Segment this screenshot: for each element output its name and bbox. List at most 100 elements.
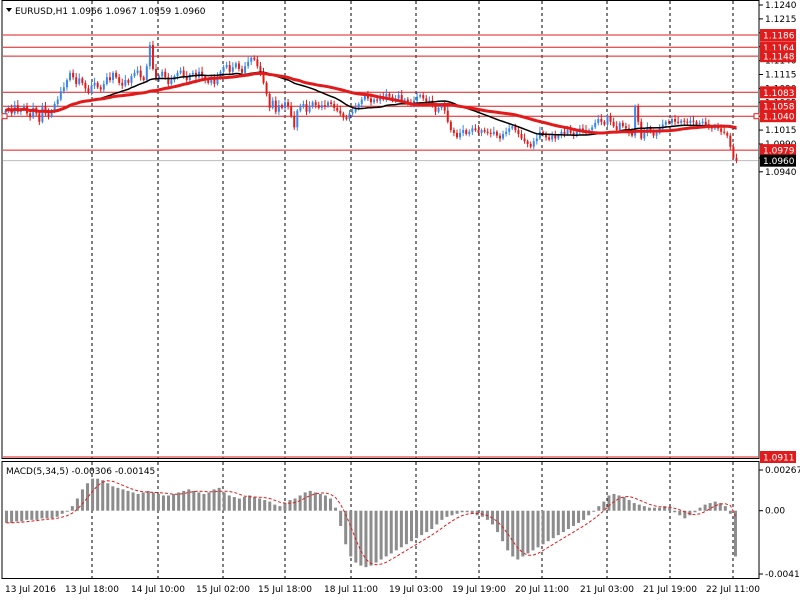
candle-body — [612, 121, 615, 127]
level-badge-label: 1.0979 — [763, 147, 795, 157]
candle-body — [342, 113, 345, 118]
dropdown-triangle-icon[interactable] — [6, 8, 12, 12]
macd-bar — [374, 510, 378, 563]
candle-body — [434, 105, 437, 112]
candle-body — [151, 45, 154, 69]
candle-body — [624, 126, 627, 129]
candle-body — [403, 99, 406, 101]
candle-body — [115, 72, 118, 78]
macd-bar — [536, 510, 540, 548]
candle-body — [237, 63, 240, 69]
macd-bar — [627, 500, 631, 511]
macd-bar — [75, 498, 79, 511]
candle-body — [191, 72, 194, 75]
macd-bar — [141, 492, 145, 511]
macd-bar — [313, 492, 317, 511]
level-badge-label: 1.1058 — [763, 103, 795, 113]
macd-bar — [622, 496, 626, 511]
macd-bar — [126, 490, 130, 511]
level-badge — [760, 50, 796, 63]
candle-body — [121, 82, 124, 86]
candle-body — [311, 102, 314, 107]
macd-bar — [278, 506, 282, 511]
macd-bar — [394, 510, 398, 551]
candle-body — [495, 131, 498, 136]
candle-body — [201, 71, 204, 77]
candle-body — [69, 72, 72, 81]
candle-body — [323, 105, 326, 107]
candle-body — [357, 103, 360, 108]
level-badge-label: 1.1040 — [763, 113, 795, 123]
candle-body — [692, 120, 695, 122]
time-tick-label: 13 Jul 18:00 — [65, 585, 119, 595]
candle-body — [670, 118, 673, 123]
macd-bar — [212, 489, 216, 511]
candle-body — [483, 130, 486, 132]
macd-bar — [678, 510, 682, 516]
macd-label: MACD(5,34,5) -0.00306 -0.00145 — [6, 467, 155, 477]
candle-body — [4, 110, 7, 113]
candle-body — [459, 132, 462, 138]
macd-bar — [45, 510, 49, 519]
candle-body — [158, 76, 161, 79]
candle-body — [339, 110, 342, 114]
macd-bar — [329, 498, 333, 511]
candle-body — [228, 65, 231, 72]
macd-bar — [202, 493, 206, 511]
macd-tick-label: 0.00 — [765, 507, 785, 517]
macd-bar — [40, 510, 44, 519]
candle-body — [59, 91, 62, 100]
symbol-dropdown[interactable]: EURUSD,H1 1.0966 1.0967 1.0959 1.0960 — [6, 7, 206, 17]
macd-bar — [470, 510, 474, 514]
candle-body — [446, 110, 449, 122]
candle-body — [354, 107, 357, 112]
candle-body — [449, 121, 452, 131]
candle-body — [695, 121, 698, 125]
macd-bar — [60, 510, 64, 514]
candle-body — [284, 102, 287, 108]
candle-body — [241, 68, 244, 73]
macd-bar — [121, 489, 125, 511]
macd-bar — [15, 510, 19, 522]
candle-body — [548, 137, 551, 140]
macd-bar — [80, 489, 84, 511]
macd-bar — [96, 478, 100, 511]
candle-body — [348, 113, 351, 119]
candle-body — [729, 135, 732, 147]
candle-body — [268, 93, 271, 108]
macd-bar — [177, 492, 181, 511]
macd-bar — [617, 495, 621, 511]
time-tick-label: 21 Jul 19:00 — [643, 585, 697, 595]
candle-body — [130, 76, 133, 83]
level-badge — [760, 144, 796, 157]
candle-body — [148, 45, 151, 67]
candle-body — [674, 118, 677, 122]
candle-body — [333, 103, 336, 108]
level-badge-label: 1.1164 — [763, 44, 795, 54]
level-badge — [760, 100, 796, 113]
macd-bar — [91, 478, 95, 511]
candle-body — [502, 133, 505, 139]
macd-bar — [551, 510, 555, 539]
support-resistance-lines — [1, 34, 760, 458]
price-tick-label: 1.1240 — [765, 1, 797, 11]
candle-body — [305, 103, 308, 112]
candle-body — [649, 127, 652, 132]
candle-body — [256, 59, 259, 67]
macd-bar — [501, 510, 505, 542]
candle-body — [557, 135, 560, 139]
macd-bar — [445, 510, 449, 517]
macd-bar — [450, 510, 454, 516]
macd-bar — [647, 507, 651, 511]
candle-body — [244, 66, 247, 73]
macd-bar — [612, 493, 616, 511]
macd-bar — [207, 492, 211, 511]
candle-body — [732, 146, 735, 158]
macd-bar — [30, 510, 34, 520]
candle-body — [265, 82, 268, 94]
candle-body — [247, 61, 250, 67]
candle-body — [419, 95, 422, 97]
candle-body — [594, 122, 597, 128]
level-badge — [760, 110, 796, 123]
candle-body — [139, 70, 142, 78]
